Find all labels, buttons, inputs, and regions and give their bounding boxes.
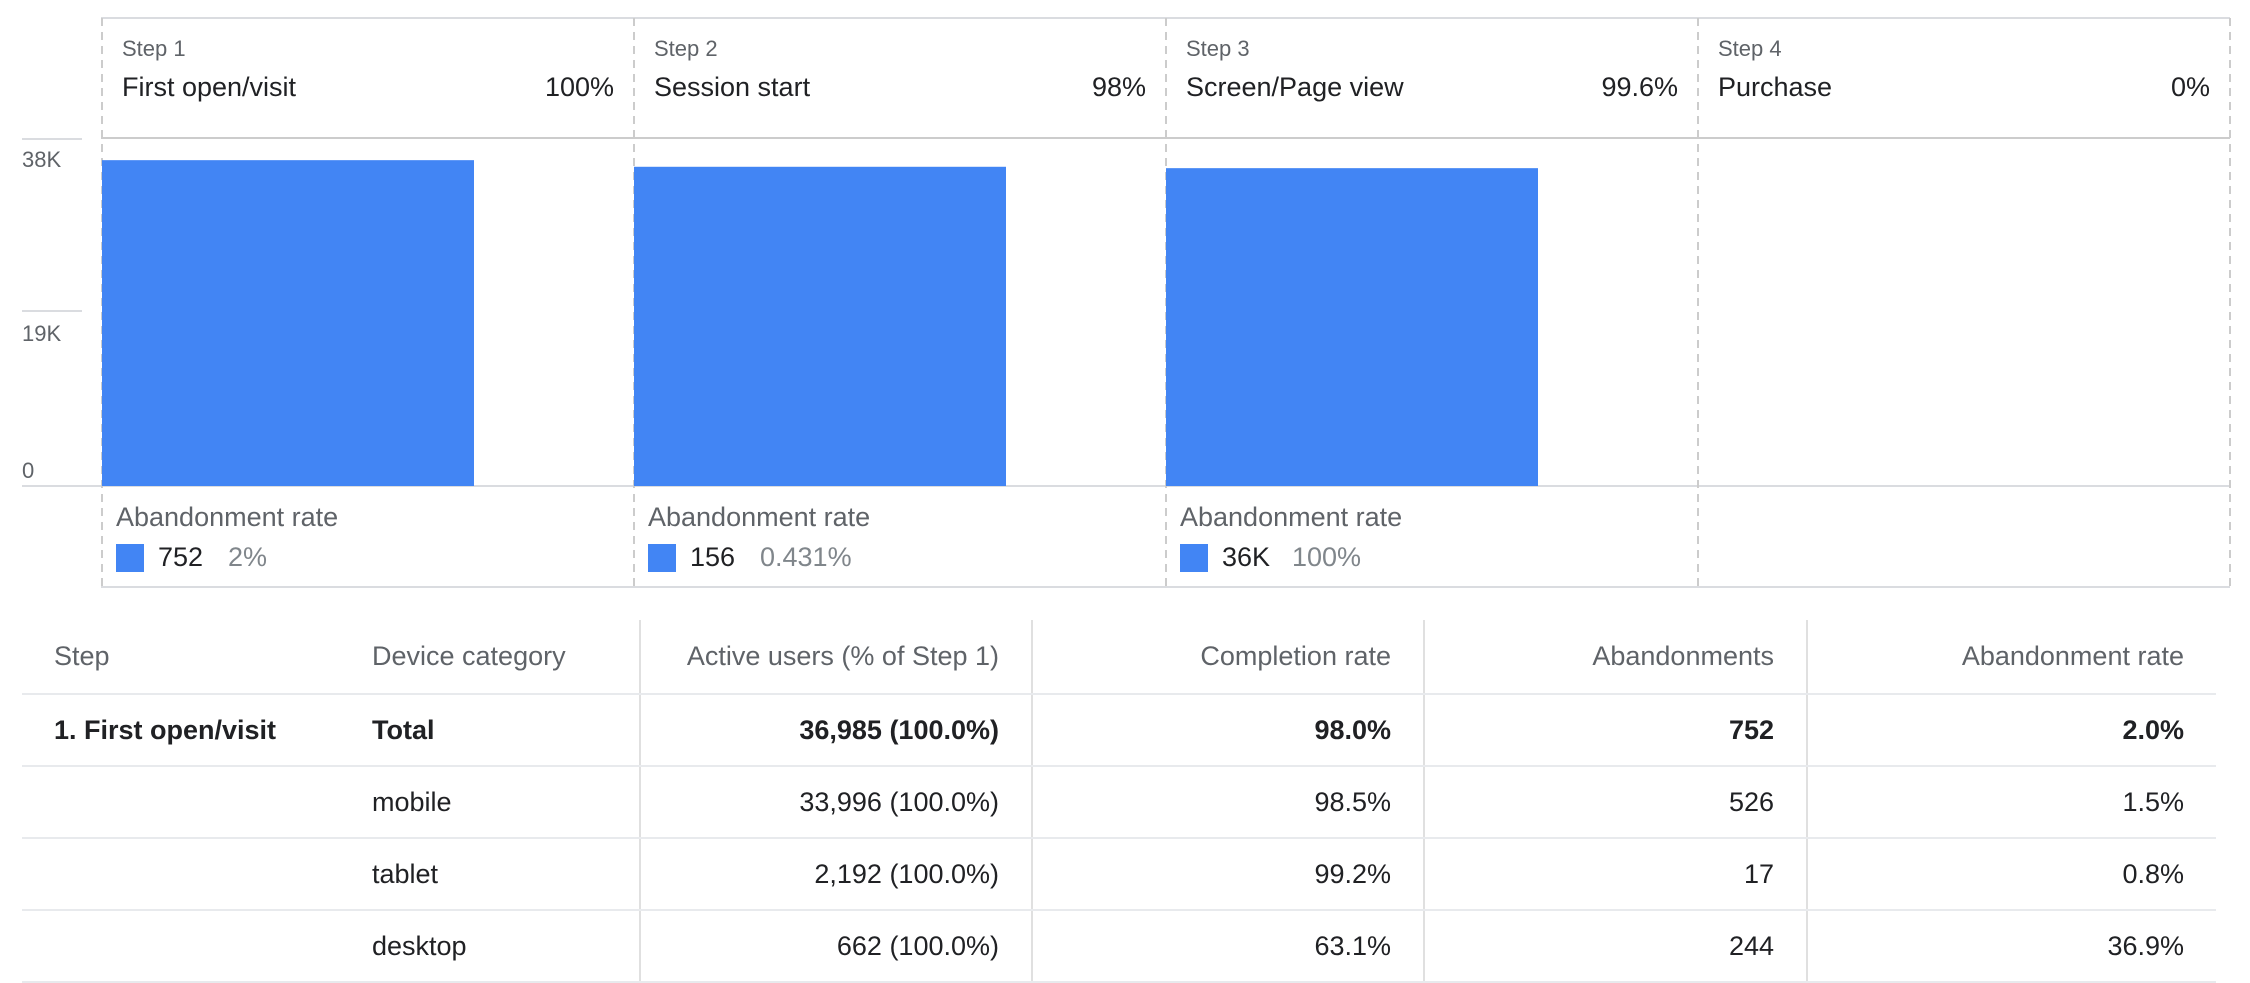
funnel-bar-step-1[interactable] xyxy=(102,160,474,486)
abandonments-cell: 752 xyxy=(1423,694,1807,767)
column-header-abandonments[interactable]: Abandonments xyxy=(1423,620,1807,695)
column-header-completion-rate[interactable]: Completion rate xyxy=(1031,620,1424,695)
active-users-cell: 36,985 (100.0%) xyxy=(639,694,1032,767)
abandonment-count: 752 xyxy=(158,542,204,572)
step-cell: 1. First open/visit xyxy=(22,694,340,767)
step-number: Step 3 xyxy=(1186,36,1250,61)
step-cell xyxy=(22,838,340,911)
table-row[interactable]: 1. First open/visit Total 36,985 (100.0%… xyxy=(22,694,2216,767)
column-header-abandonment-rate[interactable]: Abandonment rate xyxy=(1806,620,2216,695)
active-users-cell: 662 (100.0%) xyxy=(639,910,1032,983)
active-users-cell: 33,996 (100.0%) xyxy=(639,766,1032,839)
abandonment-rate: 100% xyxy=(1292,542,1362,572)
table-row[interactable]: tablet 2,192 (100.0%) 99.2% 17 0.8% xyxy=(22,838,2216,911)
abandonment-swatch xyxy=(1180,544,1208,572)
y-tick-label: 38K xyxy=(22,147,62,172)
step-number: Step 1 xyxy=(122,36,186,61)
abandonment-rate-cell: 1.5% xyxy=(1806,766,2216,839)
y-tick-label: 0 xyxy=(22,458,35,483)
funnel-data-table: Step Device category Active users (% of … xyxy=(22,620,2216,983)
funnel-table: Step Device category Active users (% of … xyxy=(22,620,2216,983)
abandonments-cell: 17 xyxy=(1423,838,1807,911)
step-percent: 99.6% xyxy=(1601,72,1678,102)
step-number: Step 2 xyxy=(654,36,718,61)
device-cell: Total xyxy=(340,694,640,767)
completion-rate-cell: 98.5% xyxy=(1031,766,1424,839)
step-1-header[interactable]: Step 1 First open/visit 100% xyxy=(102,18,634,136)
abandonment-label: Abandonment rate xyxy=(1180,502,1403,532)
table-row[interactable]: desktop 662 (100.0%) 63.1% 244 36.9% xyxy=(22,910,2216,983)
step-3-header[interactable]: Step 3 Screen/Page view 99.6% xyxy=(1166,18,1698,136)
step-percent: 0% xyxy=(2170,72,2210,102)
abandonment-count: 156 xyxy=(690,542,736,572)
funnel-chart: 38K 19K 0 Step 1 First open/visit 100% S… xyxy=(22,17,2231,588)
step-cell xyxy=(22,910,340,983)
step-4-header[interactable]: Step 4 Purchase 0% xyxy=(1698,18,2230,136)
device-cell: mobile xyxy=(340,766,640,839)
abandonment-rate-cell: 36.9% xyxy=(1806,910,2216,983)
abandonment-rate-cell: 2.0% xyxy=(1806,694,2216,767)
table-header-row: Step Device category Active users (% of … xyxy=(22,620,2216,695)
y-tick-label: 19K xyxy=(22,321,62,346)
step-number: Step 4 xyxy=(1718,36,1782,61)
abandonment-swatch xyxy=(116,544,144,572)
step-name: Session start xyxy=(654,72,811,102)
step-name: First open/visit xyxy=(122,72,297,102)
funnel-bar-step-3[interactable] xyxy=(1166,168,1538,487)
column-header-step[interactable]: Step xyxy=(22,620,340,695)
completion-rate-cell: 99.2% xyxy=(1031,838,1424,911)
abandonment-label: Abandonment rate xyxy=(116,502,339,532)
abandonment-rate: 2% xyxy=(228,542,268,572)
step-name: Screen/Page view xyxy=(1186,72,1404,102)
abandonment-count: 36K xyxy=(1222,542,1271,572)
step-2-header[interactable]: Step 2 Session start 98% xyxy=(634,18,1166,136)
funnel-bar-step-2[interactable] xyxy=(634,166,1006,486)
step-name: Purchase xyxy=(1718,72,1833,102)
step-3-abandonment[interactable]: Abandonment rate 36K 100% xyxy=(1166,486,1698,586)
completion-rate-cell: 63.1% xyxy=(1031,910,1424,983)
device-cell: tablet xyxy=(340,838,640,911)
column-header-device-category[interactable]: Device category xyxy=(340,620,640,695)
abandonments-cell: 526 xyxy=(1423,766,1807,839)
abandonment-swatch xyxy=(648,544,676,572)
step-percent: 98% xyxy=(1091,72,1146,102)
step-2-abandonment[interactable]: Abandonment rate 156 0.431% xyxy=(634,486,1166,586)
abandonment-rate-cell: 0.8% xyxy=(1806,838,2216,911)
completion-rate-cell: 98.0% xyxy=(1031,694,1424,767)
funnel-chart-svg xyxy=(22,17,2231,588)
step-cell xyxy=(22,766,340,839)
step-1-abandonment[interactable]: Abandonment rate 752 2% xyxy=(102,486,634,586)
device-cell: desktop xyxy=(340,910,640,983)
table-row[interactable]: mobile 33,996 (100.0%) 98.5% 526 1.5% xyxy=(22,766,2216,839)
abandonment-rate: 0.431% xyxy=(760,542,852,572)
active-users-cell: 2,192 (100.0%) xyxy=(639,838,1032,911)
step-percent: 100% xyxy=(544,72,614,102)
abandonments-cell: 244 xyxy=(1423,910,1807,983)
column-header-active-users[interactable]: Active users (% of Step 1) xyxy=(639,620,1032,695)
abandonment-label: Abandonment rate xyxy=(648,502,871,532)
